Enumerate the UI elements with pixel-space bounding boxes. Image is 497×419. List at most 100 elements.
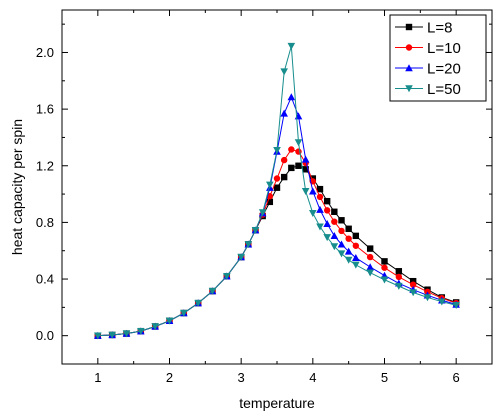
data-point — [395, 268, 403, 275]
data-point — [352, 232, 360, 240]
data-point — [294, 112, 303, 120]
series-layer — [94, 42, 460, 340]
data-point — [223, 273, 231, 281]
data-point — [208, 287, 217, 295]
data-point — [330, 243, 339, 251]
data-point — [338, 217, 345, 224]
data-point — [409, 281, 417, 288]
data-point — [352, 261, 360, 269]
legend-item: L=8 — [395, 20, 452, 37]
x-tick-label: 2 — [166, 370, 173, 385]
x-tick-label: 5 — [381, 370, 388, 385]
data-point — [316, 223, 324, 231]
data-point — [409, 277, 417, 285]
data-point — [323, 207, 331, 214]
legend-marker — [405, 85, 413, 93]
legend-label: L=10 — [427, 40, 461, 57]
data-point — [302, 166, 309, 173]
legend-marker — [405, 44, 413, 51]
data-point — [137, 327, 145, 335]
data-point — [366, 263, 374, 271]
data-point — [301, 155, 310, 163]
y-axis-title: heat capacity per spin — [9, 119, 25, 255]
data-point — [280, 68, 288, 76]
x-axis-title: temperature — [239, 395, 315, 411]
data-point — [331, 208, 338, 215]
legend-label: L=20 — [427, 61, 461, 78]
data-point — [280, 109, 288, 117]
data-point — [323, 234, 331, 242]
data-point — [395, 273, 403, 281]
data-point — [423, 294, 432, 302]
data-point — [295, 148, 302, 155]
x-tick-label: 1 — [94, 370, 101, 385]
series-4 — [94, 42, 460, 340]
data-point — [301, 188, 310, 196]
data-point — [381, 264, 388, 271]
data-point — [323, 197, 331, 205]
data-point — [366, 253, 374, 261]
legend: L=8 L=10 L=20 L=50 — [389, 14, 487, 102]
data-point — [352, 242, 360, 249]
series-line — [97, 45, 457, 337]
data-point — [323, 220, 331, 228]
data-point — [122, 330, 131, 338]
data-point — [381, 258, 388, 265]
data-point — [287, 42, 296, 50]
data-point — [280, 156, 288, 164]
x-tick-label: 4 — [309, 370, 316, 385]
data-point — [380, 276, 389, 284]
series-line — [97, 95, 457, 337]
x-tick-label: 3 — [238, 370, 245, 385]
data-point — [366, 269, 374, 277]
data-point — [344, 256, 353, 264]
data-point — [352, 254, 360, 261]
data-point — [344, 247, 353, 255]
ticks-layer: 1 2 3 4 5 6 0.0 0.4 0.8 1.2 1.6 2.0 — [36, 10, 493, 385]
data-point — [258, 209, 267, 217]
y-tick-label: 0.4 — [36, 272, 54, 287]
series-2 — [94, 146, 460, 339]
data-point — [266, 181, 274, 189]
y-tick-label: 2.0 — [36, 45, 54, 60]
data-point — [316, 193, 324, 201]
data-point — [266, 198, 274, 206]
data-point — [151, 323, 159, 331]
y-tick-label: 1.2 — [36, 158, 54, 173]
y-tick-label: 0.0 — [36, 328, 54, 343]
legend-label: L=8 — [427, 20, 452, 37]
data-point — [194, 299, 202, 307]
legend-marker — [405, 23, 413, 31]
x-tick-label: 6 — [453, 370, 460, 385]
data-point — [331, 218, 338, 225]
data-point — [288, 146, 295, 153]
data-point — [180, 309, 188, 317]
data-point — [295, 162, 302, 169]
data-point — [438, 298, 446, 306]
data-point — [337, 250, 346, 258]
data-point — [330, 232, 339, 240]
data-point — [294, 139, 303, 147]
data-point — [337, 240, 346, 248]
data-point — [316, 205, 324, 213]
data-point — [309, 209, 317, 217]
data-point — [309, 187, 317, 195]
data-point — [273, 175, 281, 182]
legend-label: L=50 — [427, 81, 461, 98]
legend-marker — [405, 64, 413, 72]
y-tick-label: 0.8 — [36, 215, 54, 230]
data-point — [273, 184, 281, 191]
data-point — [395, 282, 403, 290]
y-tick-label: 1.6 — [36, 102, 54, 117]
data-point — [251, 226, 260, 234]
data-point — [108, 331, 116, 339]
data-point — [273, 146, 281, 154]
data-point — [345, 225, 352, 232]
legend-item: L=50 — [395, 81, 461, 98]
data-point — [409, 289, 417, 297]
data-point — [452, 302, 460, 310]
data-point — [244, 241, 253, 249]
data-point — [94, 332, 102, 340]
